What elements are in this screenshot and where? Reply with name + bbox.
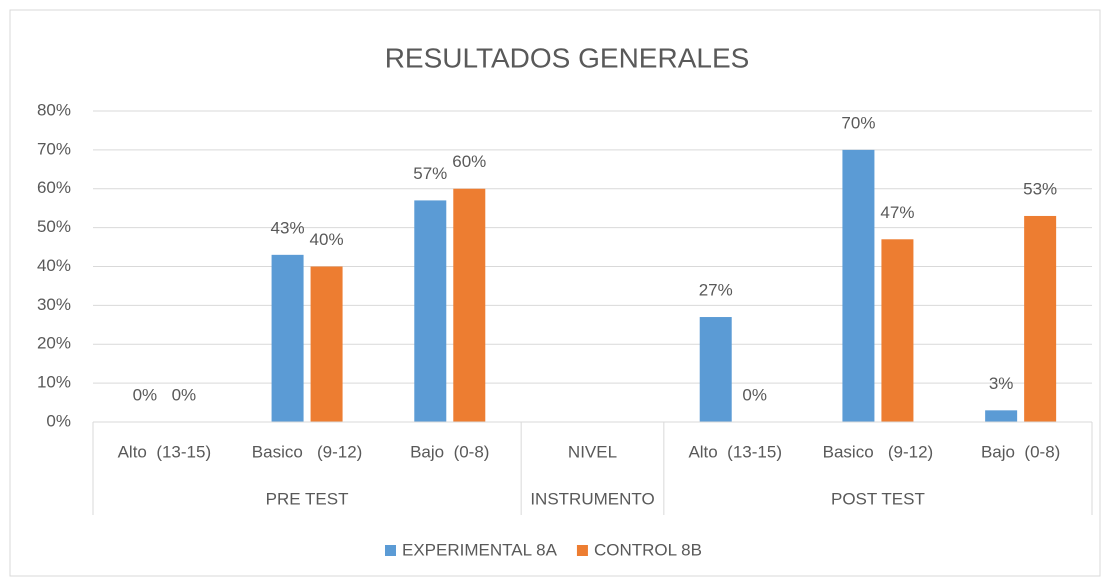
x-tick-label: Alto (13-15) bbox=[118, 442, 212, 461]
data-label: 43% bbox=[271, 218, 305, 237]
x-tick-label: NIVEL bbox=[568, 442, 617, 461]
bar bbox=[985, 410, 1018, 422]
x-tick-label: Bajo (0-8) bbox=[981, 442, 1060, 461]
y-tick-label: 60% bbox=[37, 178, 71, 197]
legend-swatch bbox=[576, 545, 588, 556]
y-tick-label: 80% bbox=[37, 100, 71, 119]
data-label: 27% bbox=[699, 281, 733, 300]
data-label: 0% bbox=[742, 385, 767, 404]
x-tick-label: Bajo (0-8) bbox=[410, 442, 489, 461]
data-label: 53% bbox=[1023, 179, 1057, 198]
y-tick-label: 0% bbox=[46, 411, 71, 430]
x-tick-label: Alto (13-15) bbox=[688, 442, 782, 461]
legend-label: EXPERIMENTAL 8A bbox=[402, 540, 558, 559]
x-tick-label: Basico (9-12) bbox=[823, 442, 934, 461]
data-label: 0% bbox=[172, 385, 197, 404]
bar bbox=[842, 149, 875, 422]
data-label: 60% bbox=[452, 152, 486, 171]
group-label: POST TEST bbox=[831, 489, 925, 508]
group-label: INSTRUMENTO bbox=[530, 489, 654, 508]
data-label: 57% bbox=[413, 164, 447, 183]
bar bbox=[310, 266, 343, 422]
y-tick-label: 40% bbox=[37, 256, 71, 275]
bar bbox=[1024, 215, 1057, 422]
bar bbox=[271, 254, 304, 422]
data-label: 0% bbox=[133, 385, 158, 404]
y-tick-label: 30% bbox=[37, 295, 71, 314]
bar bbox=[881, 239, 914, 422]
y-tick-label: 50% bbox=[37, 217, 71, 236]
bar bbox=[453, 188, 486, 422]
y-tick-label: 20% bbox=[37, 334, 71, 353]
data-label: 40% bbox=[310, 230, 344, 249]
bar bbox=[414, 200, 447, 422]
x-tick-label: Basico (9-12) bbox=[252, 442, 363, 461]
y-tick-label: 10% bbox=[37, 373, 71, 392]
group-label: PRE TEST bbox=[266, 489, 349, 508]
data-label: 47% bbox=[880, 203, 914, 222]
legend-label: CONTROL 8B bbox=[594, 540, 702, 559]
bar bbox=[699, 317, 732, 422]
data-label: 70% bbox=[841, 113, 875, 132]
legend-swatch bbox=[385, 545, 396, 556]
data-label: 3% bbox=[989, 374, 1014, 393]
chart-title: RESULTADOS GENERALES bbox=[385, 42, 750, 73]
chart-border bbox=[9, 9, 1101, 577]
y-tick-label: 70% bbox=[37, 139, 71, 158]
